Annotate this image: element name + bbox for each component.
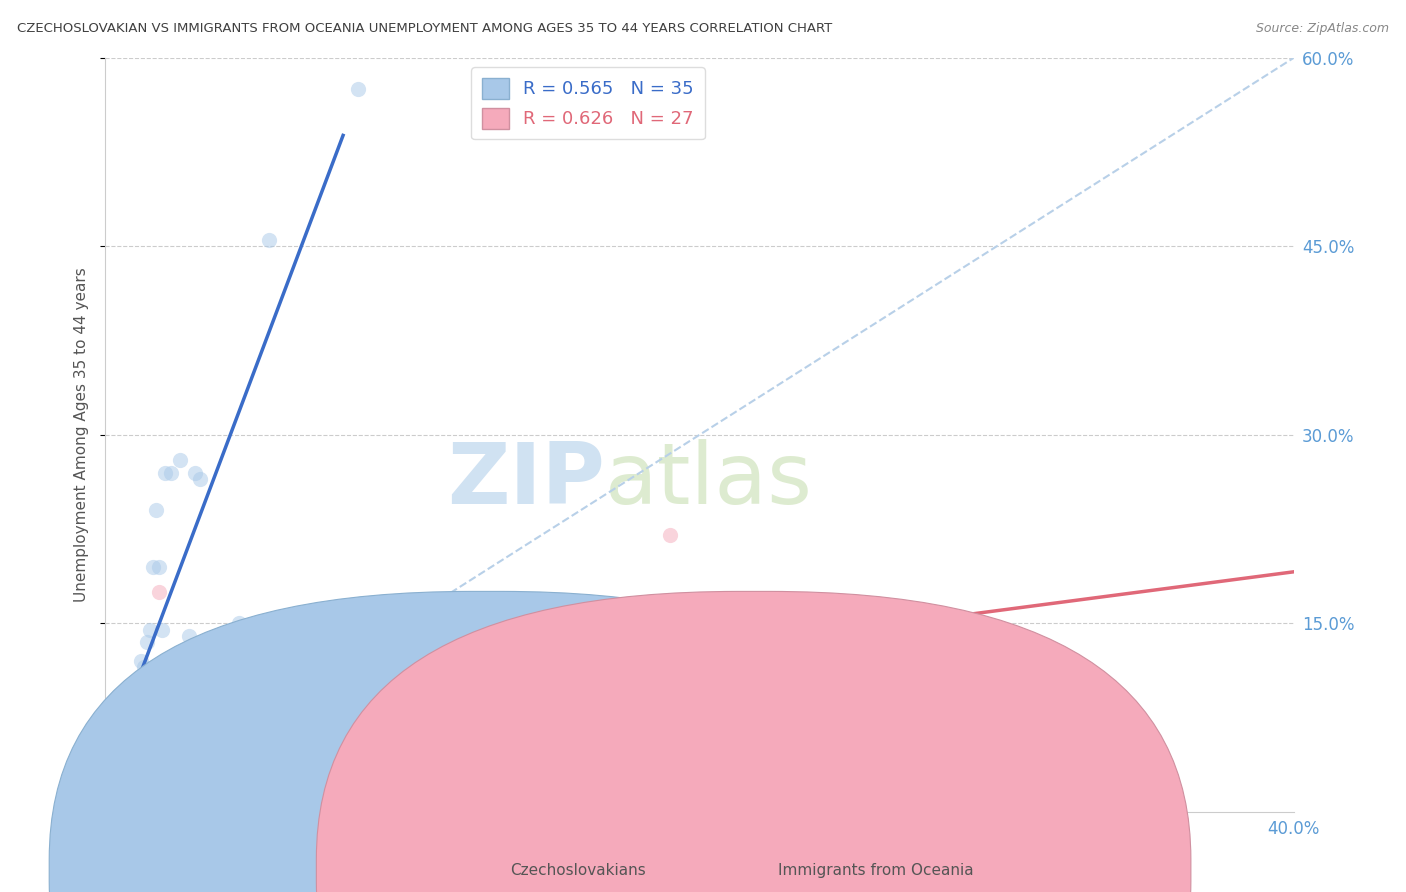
Point [124, 698, 146, 712]
Point [145, 704, 167, 718]
Point [159, 466, 181, 480]
Point [970, 694, 993, 708]
Point [129, 654, 152, 668]
Point [115, 736, 138, 750]
Point [148, 559, 170, 574]
Point [115, 730, 138, 744]
Point [136, 635, 159, 649]
Point [139, 704, 162, 718]
Point [118, 716, 141, 731]
Point [190, 472, 212, 486]
Text: atlas: atlas [605, 439, 813, 522]
Point [136, 691, 159, 706]
Point [115, 710, 138, 724]
Point [145, 503, 167, 517]
Point [110, 764, 132, 779]
Point [148, 585, 170, 599]
Point [127, 673, 149, 687]
Text: CZECHOSLOVAKIAN VS IMMIGRANTS FROM OCEANIA UNEMPLOYMENT AMONG AGES 35 TO 44 YEAR: CZECHOSLOVAKIAN VS IMMIGRANTS FROM OCEAN… [17, 22, 832, 36]
Point [150, 623, 173, 637]
Point [142, 559, 165, 574]
Y-axis label: Unemployment Among Ages 35 to 44 years: Unemployment Among Ages 35 to 44 years [75, 268, 90, 602]
Point [105, 767, 128, 781]
Point [347, 82, 370, 96]
Point [169, 453, 191, 467]
Point [183, 466, 205, 480]
Point [658, 528, 681, 542]
Text: Immigrants from Oceania: Immigrants from Oceania [778, 863, 973, 878]
Point [129, 710, 152, 724]
Point [169, 691, 191, 706]
Point [257, 233, 280, 247]
Point [139, 623, 162, 637]
Point [100, 780, 122, 794]
Point [118, 691, 141, 706]
Point [118, 719, 141, 733]
Point [118, 710, 141, 724]
Point [153, 466, 176, 480]
Point [228, 616, 250, 631]
Point [153, 704, 176, 718]
Point [207, 629, 229, 643]
Legend: R = 0.565   N = 35, R = 0.626   N = 27: R = 0.565 N = 35, R = 0.626 N = 27 [471, 67, 704, 139]
Point [110, 773, 132, 788]
Point [112, 730, 135, 744]
Point [132, 716, 155, 731]
Point [100, 770, 122, 784]
Point [121, 736, 143, 750]
Point [207, 691, 229, 706]
Point [177, 704, 200, 718]
Point [132, 660, 155, 674]
Point [112, 755, 135, 769]
Point [124, 710, 146, 724]
Point [124, 736, 146, 750]
Point [190, 691, 212, 706]
Text: ZIP: ZIP [447, 439, 605, 522]
Point [127, 730, 149, 744]
Point [142, 716, 165, 731]
Point [121, 723, 143, 737]
Point [105, 767, 128, 781]
Point [121, 704, 143, 718]
Text: Czechoslovakians: Czechoslovakians [510, 863, 647, 878]
Point [118, 736, 141, 750]
Point [127, 691, 149, 706]
Point [115, 748, 138, 763]
Point [124, 691, 146, 706]
Point [124, 716, 146, 731]
Point [159, 698, 181, 712]
Point [112, 716, 135, 731]
Point [177, 629, 200, 643]
Text: Source: ZipAtlas.com: Source: ZipAtlas.com [1256, 22, 1389, 36]
